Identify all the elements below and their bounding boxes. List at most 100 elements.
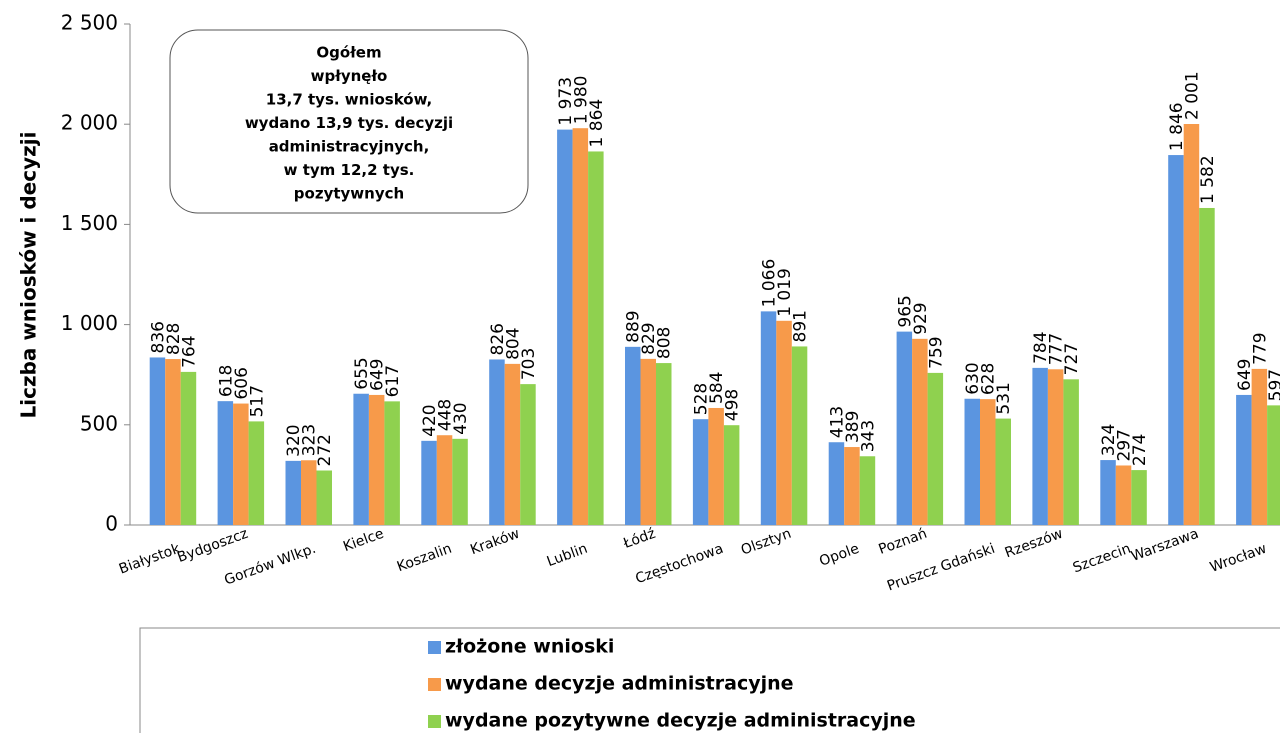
value-label: 630 [963, 362, 983, 394]
value-label: 320 [284, 424, 304, 456]
bar [368, 394, 385, 525]
bar [844, 447, 860, 525]
bar [180, 371, 197, 525]
annotation-line: w tym 12,2 tys. [284, 161, 415, 179]
bar [1100, 460, 1116, 525]
bar [1199, 207, 1215, 525]
y-tick-label: 1 000 [61, 311, 118, 335]
value-label: 649 [1235, 358, 1255, 390]
x-tick-label: Warszawa [1129, 526, 1201, 565]
value-label: 531 [994, 382, 1014, 414]
bar [927, 372, 944, 525]
x-tick-label: Koszalin [395, 541, 454, 576]
bar [1047, 369, 1064, 525]
value-label: 413 [827, 406, 847, 438]
value-label: 584 [707, 372, 727, 404]
value-label: 1 066 [760, 259, 780, 308]
x-tick-label: Bydgoszcz [175, 526, 250, 566]
bar [896, 331, 913, 525]
value-label: 784 [1031, 331, 1051, 363]
bar [557, 129, 573, 526]
legend-box [139, 627, 1280, 733]
value-label: 777 [1047, 333, 1067, 365]
value-label: 448 [436, 399, 456, 431]
value-label: 649 [368, 358, 388, 390]
legend-label: wydane decyzje administracyjne [445, 673, 794, 695]
bar [353, 393, 369, 525]
x-tick-label: Opole [817, 541, 861, 570]
bar [1131, 470, 1147, 525]
value-label: 1 864 [587, 99, 607, 148]
y-axis-title: Liczba wniosków i decyzji [17, 132, 41, 419]
legend-swatch [428, 678, 441, 691]
bar [692, 419, 709, 525]
value-label: 274 [1130, 434, 1150, 466]
annotation-line: Ogółem [316, 44, 381, 62]
bar [625, 346, 641, 525]
annotation-line: administracyjnych, [269, 138, 430, 156]
bar [828, 442, 845, 525]
bar [248, 421, 265, 525]
value-label: 764 [179, 335, 199, 367]
legend-label: złożone wnioski [445, 636, 614, 658]
value-label: 420 [420, 404, 440, 436]
annotation-line: wydano 13,9 tys. decyzji [245, 114, 453, 132]
bar [859, 456, 876, 525]
value-label: 703 [519, 348, 539, 380]
value-label: 297 [1115, 429, 1135, 461]
value-label: 618 [216, 365, 236, 397]
bar [964, 398, 980, 525]
value-label: 965 [895, 295, 915, 327]
bar [572, 128, 589, 525]
y-tick-label: 2 000 [61, 111, 118, 135]
value-label: 389 [843, 411, 863, 443]
value-label: 528 [692, 383, 712, 415]
value-label: 628 [979, 363, 999, 395]
bar [436, 435, 453, 525]
bar [149, 357, 166, 525]
value-label: 891 [791, 310, 811, 342]
bar [1063, 379, 1079, 525]
x-tick-label: Łódź [621, 526, 658, 553]
y-tick-label: 0 [105, 512, 118, 536]
value-label: 804 [503, 327, 523, 359]
x-tick-label: Olsztyn [739, 526, 794, 559]
value-label: 1 973 [556, 77, 576, 126]
value-label: 323 [300, 424, 320, 456]
bar [760, 311, 777, 525]
x-tick-label: Gorzów Wlkp. [222, 541, 318, 589]
legend-swatch [428, 641, 441, 654]
legend-swatch [428, 715, 441, 728]
bar [912, 338, 928, 525]
value-label: 272 [315, 434, 335, 466]
value-label: 655 [352, 357, 372, 389]
annotation-box [169, 29, 529, 214]
bar [656, 363, 672, 525]
value-label: 828 [164, 323, 184, 355]
y-tick-label: 2 500 [61, 11, 118, 35]
bar [489, 359, 505, 525]
value-label: 430 [451, 402, 471, 434]
x-tick-label: Kraków [468, 526, 522, 559]
x-tick-label: Częstochowa [633, 541, 725, 588]
bar [776, 320, 792, 525]
bar [520, 384, 536, 525]
annotation-line: 13,7 tys. wniosków, [266, 91, 432, 109]
bar [1032, 367, 1048, 525]
value-label: 617 [383, 365, 403, 397]
bar [316, 470, 332, 525]
bar [504, 363, 521, 525]
bar [723, 425, 740, 525]
value-label: 727 [1062, 343, 1082, 375]
bar [301, 460, 317, 525]
value-label: 836 [148, 321, 168, 353]
value-label: 517 [247, 385, 267, 417]
bar [708, 407, 724, 525]
bar [452, 438, 468, 525]
x-tick-label: Kielce [341, 526, 386, 555]
value-label: 1 582 [1198, 155, 1218, 204]
bar [1267, 405, 1280, 525]
value-label: 324 [1099, 424, 1119, 456]
x-tick-label: Rzeszów [1003, 526, 1065, 562]
